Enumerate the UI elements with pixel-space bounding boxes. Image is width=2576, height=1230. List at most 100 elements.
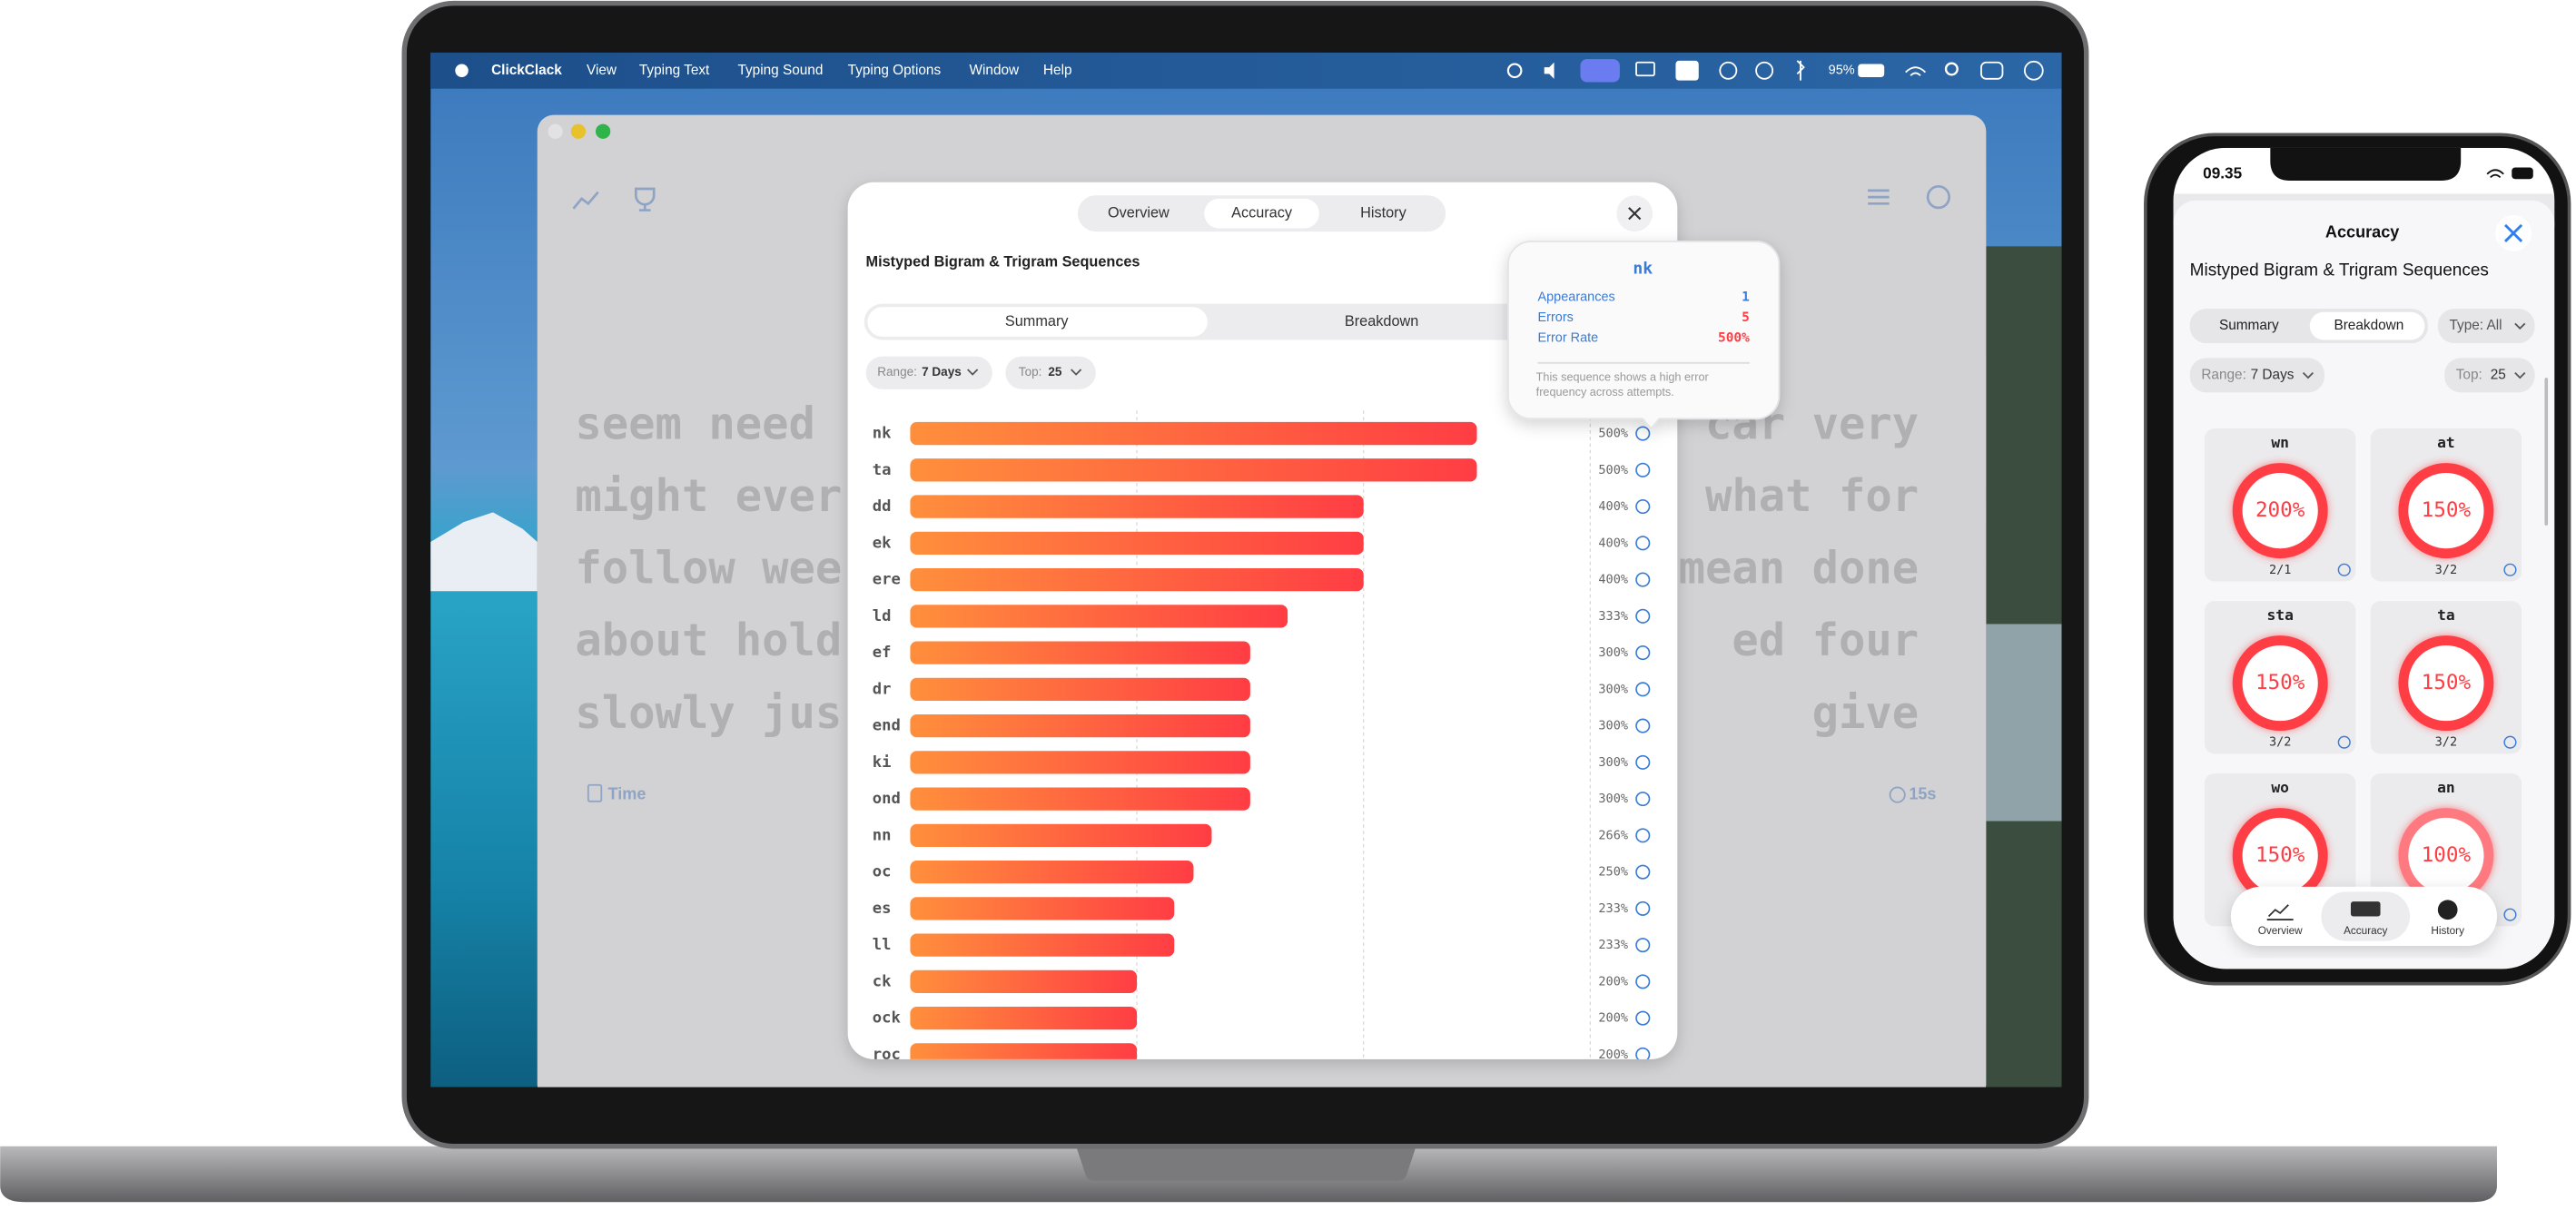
siri-icon[interactable]	[2023, 60, 2044, 81]
tooltip-row-label: Errors	[1537, 310, 1573, 325]
top-dropdown[interactable]	[1005, 356, 1096, 389]
tab[interactable]: Accuracy	[1231, 204, 1293, 221]
info-button[interactable]	[1635, 1010, 1651, 1026]
nav-label[interactable]: Overview	[2258, 925, 2303, 937]
menu-item[interactable]: Help	[1043, 63, 1072, 78]
menu-item[interactable]: View	[587, 63, 617, 78]
search-icon[interactable]	[1944, 62, 1959, 76]
info-button[interactable]	[1635, 938, 1651, 953]
info-button[interactable]	[1635, 1047, 1651, 1061]
range-dropdown[interactable]	[865, 356, 992, 389]
phone-active-subtab	[2309, 311, 2425, 340]
card-label: wo	[2271, 779, 2289, 796]
phone-subtab[interactable]: Breakdown	[2334, 318, 2403, 333]
battery-icon[interactable]	[1858, 64, 1885, 78]
category-label: end	[873, 717, 901, 735]
info-button[interactable]	[1635, 974, 1651, 989]
wifi-icon[interactable]	[1905, 66, 1927, 76]
card-info[interactable]	[2503, 563, 2517, 576]
phone-top-dropdown[interactable]	[2444, 358, 2535, 393]
bar	[910, 677, 1250, 702]
info-button[interactable]	[1635, 426, 1651, 441]
info-button[interactable]	[1635, 792, 1651, 807]
status-icon[interactable]	[1796, 60, 1805, 81]
category-label: oc	[873, 863, 892, 881]
phone-range-label: Range:	[2201, 367, 2246, 382]
apple-logo[interactable]	[455, 64, 469, 78]
range-label: Range:	[877, 365, 917, 379]
info-button[interactable]	[1635, 900, 1651, 916]
card-info[interactable]	[2503, 908, 2517, 921]
info-button[interactable]	[1635, 754, 1651, 770]
menu-item[interactable]: Typing Options	[848, 63, 942, 78]
card-info[interactable]	[2503, 735, 2517, 749]
info-button[interactable]	[1635, 499, 1651, 515]
status-icon[interactable]	[1580, 59, 1620, 83]
menu-item[interactable]: Typing Sound	[737, 63, 823, 78]
settings-icon[interactable]	[1868, 189, 1890, 205]
control-center-icon[interactable]	[1980, 61, 2004, 80]
bar-chart: nk 500% ta 500% dd 400% ek 400% ere 400% ld 333% ef 3…	[873, 410, 1651, 1061]
nav-icon	[2350, 901, 2381, 917]
window-zoom[interactable]	[595, 123, 611, 139]
category-label: nk	[873, 425, 892, 443]
nav-label[interactable]: Accuracy	[2344, 925, 2387, 937]
window-minimize[interactable]	[570, 123, 587, 139]
menu-item[interactable]: Typing Text	[639, 63, 710, 78]
play-icon[interactable]	[1926, 184, 1951, 210]
status-icon[interactable]	[1506, 63, 1523, 79]
info-button[interactable]	[1635, 828, 1651, 843]
close-icon	[1628, 207, 1642, 221]
category-label: ock	[873, 1009, 902, 1028]
info-button[interactable]	[1635, 462, 1651, 477]
info-button[interactable]	[1635, 572, 1651, 587]
type-dropdown[interactable]	[2437, 309, 2535, 344]
mode-label[interactable]: Time	[608, 784, 646, 802]
info-button[interactable]	[1635, 536, 1651, 551]
tooltip-note: This sequence shows a high error frequen…	[1535, 372, 1709, 399]
phone-range-dropdown[interactable]	[2189, 358, 2325, 393]
nav-label[interactable]: History	[2431, 925, 2464, 937]
status-icon[interactable]	[1675, 60, 1699, 81]
stats-icon[interactable]	[572, 191, 599, 210]
subtab[interactable]: Breakdown	[1345, 313, 1418, 330]
menu-app-name[interactable]: ClickClack	[491, 63, 562, 78]
status-icon[interactable]	[1755, 61, 1774, 80]
info-button[interactable]	[1635, 682, 1651, 697]
status-icon[interactable]	[1544, 62, 1554, 79]
tab[interactable]: History	[1360, 204, 1406, 221]
value-label: 400%	[1598, 536, 1628, 550]
mode-icon	[587, 783, 603, 802]
status-icon[interactable]	[1719, 61, 1738, 80]
card-ratio: 3/2	[2269, 735, 2291, 750]
chevron	[2514, 372, 2526, 379]
chevron	[2514, 322, 2526, 330]
trophy-icon[interactable]	[634, 187, 656, 212]
bar	[910, 897, 1175, 920]
card-rate: 150%	[2422, 671, 2472, 694]
category-label: ta	[873, 461, 892, 479]
card-ratio: 3/2	[2435, 735, 2457, 750]
info-button[interactable]	[1635, 608, 1651, 624]
tab[interactable]: Overview	[1108, 204, 1170, 221]
phone-subtab[interactable]: Summary	[2219, 318, 2279, 333]
phone-notch	[2270, 147, 2462, 181]
info-button[interactable]	[1635, 864, 1651, 880]
card-ratio: 2/1	[2269, 563, 2291, 577]
bar	[910, 531, 1364, 556]
bar	[910, 1006, 1138, 1030]
info-button[interactable]	[1635, 645, 1651, 661]
status-icon[interactable]	[1635, 61, 1655, 77]
category-label: ll	[873, 936, 892, 954]
subtab[interactable]: Summary	[1005, 313, 1069, 330]
timer-label[interactable]: 15s	[1909, 784, 1936, 802]
info-button[interactable]	[1635, 718, 1651, 733]
phone-top-value: 25	[2491, 367, 2506, 382]
card-info[interactable]	[2337, 735, 2351, 749]
menu-item[interactable]: Window	[970, 63, 1021, 78]
card-info[interactable]	[2337, 563, 2351, 576]
typing-line: slowly jus	[575, 687, 842, 739]
modal-content: Overview Accuracy History Mistyped Bigram …	[864, 195, 1670, 1061]
window-close[interactable]	[548, 123, 563, 139]
